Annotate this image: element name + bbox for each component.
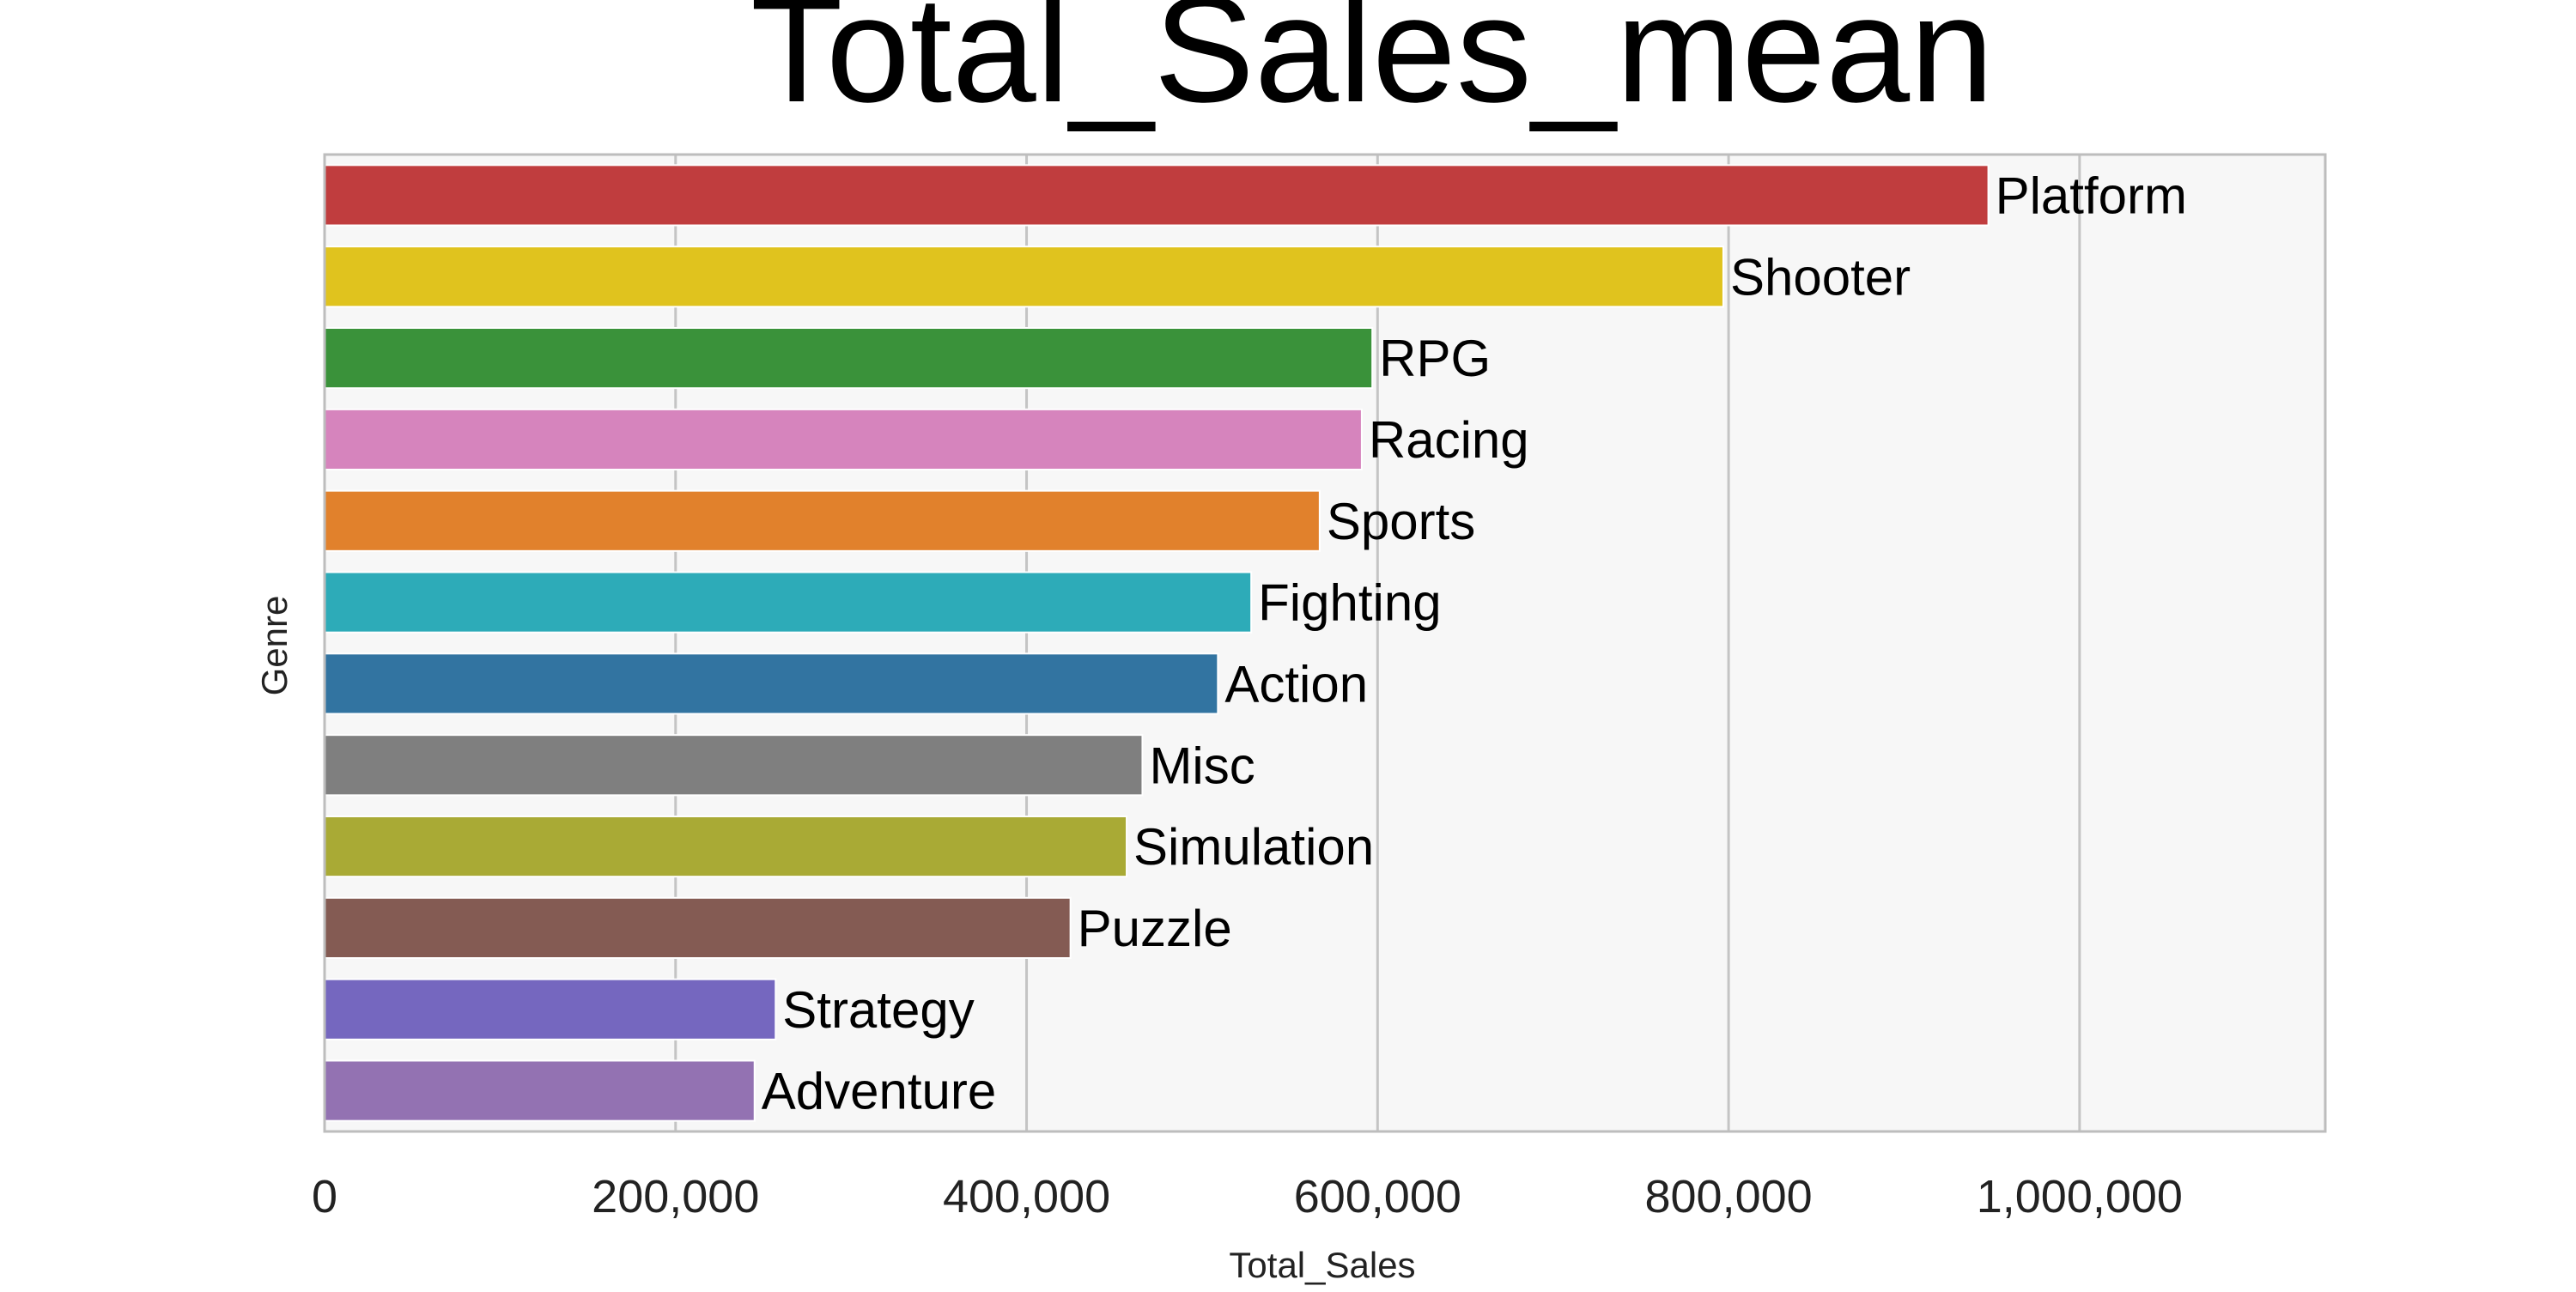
x-tick-labels: 0 200,000 400,000 600,000 800,000 1,000,000 <box>312 1171 2183 1222</box>
chart-title: Total_Sales_mean <box>750 0 1994 134</box>
bar-shooter <box>324 246 1724 308</box>
y-axis-label: Genre <box>254 596 295 696</box>
bar-puzzle <box>324 896 1072 960</box>
bars <box>324 164 1990 1122</box>
bar-simulation <box>324 815 1128 878</box>
bar-label-shooter: Shooter <box>1730 248 1911 306</box>
bar-fighting <box>324 571 1253 634</box>
bar-adventure <box>324 1059 756 1122</box>
bar-label-sports: Sports <box>1327 493 1475 550</box>
x-tick-label: 400,000 <box>943 1171 1110 1222</box>
plot-area-background <box>325 155 2325 1131</box>
bar-misc <box>324 734 1144 797</box>
bar-sports <box>324 489 1321 552</box>
bar-racing <box>324 408 1363 471</box>
x-tick-label: 600,000 <box>1294 1171 1461 1222</box>
bar-rpg <box>324 326 1374 390</box>
x-axis-label: Total_Sales <box>1229 1245 1415 1285</box>
bar-label-rpg: RPG <box>1379 330 1491 387</box>
bar-label-action: Action <box>1224 655 1368 713</box>
bar-label-fighting: Fighting <box>1258 574 1441 632</box>
bar-label-strategy: Strategy <box>782 981 974 1039</box>
bar-labels: Platform Shooter RPG Racing Sports Fighting Ac… <box>762 167 2187 1119</box>
bar-action <box>324 652 1219 715</box>
bar-label-racing: Racing <box>1369 411 1529 469</box>
bar-label-adventure: Adventure <box>762 1063 997 1120</box>
grid-lines <box>674 155 2081 1131</box>
plot-area-frame <box>323 153 2327 1133</box>
bar-strategy <box>324 978 777 1040</box>
x-tick-label: 800,000 <box>1644 1171 1812 1222</box>
x-tick-label: 200,000 <box>592 1171 759 1222</box>
bar-label-misc: Misc <box>1149 737 1255 794</box>
x-tick-label: 0 <box>312 1171 337 1222</box>
bar-label-puzzle: Puzzle <box>1078 900 1232 957</box>
bar-label-simulation: Simulation <box>1133 818 1374 876</box>
bar-platform <box>324 164 1990 227</box>
x-tick-label: 1,000,000 <box>1977 1171 2183 1222</box>
bar-label-platform: Platform <box>1996 167 2187 224</box>
